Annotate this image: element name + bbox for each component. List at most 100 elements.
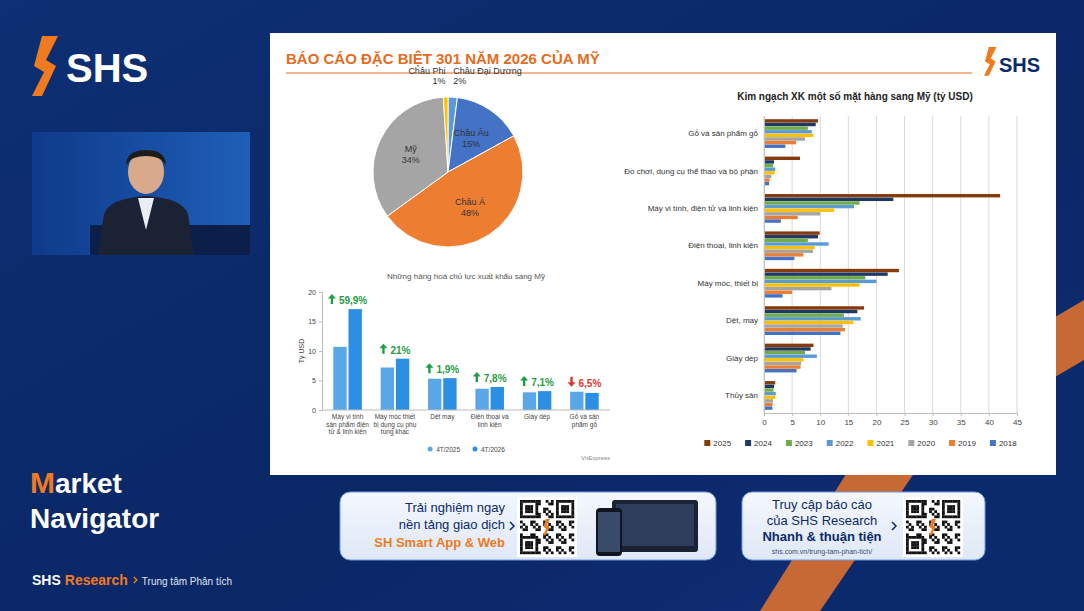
- tick: 15: [308, 318, 322, 325]
- qr-cell: [919, 500, 922, 503]
- qr-cell: [561, 505, 564, 508]
- device-screen: [616, 504, 694, 546]
- logo-text: SHS: [66, 46, 148, 90]
- axis-line: [319, 293, 323, 411]
- legend-swatch: [428, 447, 433, 452]
- bar: [764, 246, 815, 249]
- qr-cell: [561, 523, 564, 526]
- slice-value: 15%: [462, 139, 480, 149]
- bar: [585, 393, 598, 410]
- legend-swatch: [827, 440, 833, 446]
- qr-cell: [911, 541, 914, 544]
- bar: [764, 388, 774, 391]
- qr-cell: [546, 551, 549, 554]
- qr-cell: [924, 526, 927, 529]
- qr-cell: [548, 515, 551, 518]
- arrow: [510, 522, 514, 530]
- qr-cell: [945, 551, 948, 554]
- banner-text: Truy cập báo cáo: [772, 497, 872, 512]
- qr-cell: [548, 503, 551, 506]
- tick: Máy vi tính, điện tử và linh kiện: [648, 204, 764, 213]
- qr-cell: [924, 513, 927, 516]
- qr-cell: [520, 541, 523, 544]
- qr-cell: [947, 508, 950, 511]
- qr-cell: [520, 533, 523, 536]
- qr-cell: [525, 526, 528, 529]
- qr-cell: [535, 505, 538, 508]
- qr-cell: [942, 510, 945, 513]
- tick-label: 0: [762, 418, 767, 427]
- grid-line: [932, 116, 933, 413]
- qr-cell: [556, 505, 559, 508]
- qr-cell: [551, 541, 554, 544]
- qr-cell: [921, 510, 924, 513]
- tick-mark: [319, 351, 322, 352]
- qr-cell: [942, 505, 945, 508]
- qr-cell: [911, 505, 914, 508]
- show-title: Navigator: [30, 503, 159, 534]
- qr-cell: [942, 523, 945, 526]
- qr-cell: [942, 500, 945, 503]
- bar: [764, 381, 775, 384]
- qr-cell: [538, 541, 541, 544]
- qr-cell: [937, 528, 940, 531]
- bar: [348, 309, 361, 410]
- qr-cell: [525, 508, 528, 511]
- bar: [764, 347, 811, 350]
- qr-cell: [564, 539, 567, 542]
- qr-cell: [535, 523, 538, 526]
- category-label: Thủy sản: [725, 391, 758, 400]
- axis-title: Tỷ USD: [298, 339, 306, 364]
- qr-cell: [921, 536, 924, 539]
- category-label: Điện thoại vàlinh kiện: [471, 413, 509, 428]
- bar: [764, 332, 840, 335]
- tick: 0: [312, 407, 322, 414]
- tick-label: 20: [308, 289, 316, 296]
- qr-cell: [919, 526, 922, 529]
- qr-cell: [520, 539, 523, 542]
- qr-cell: [950, 539, 953, 542]
- qr-cell: [571, 505, 574, 508]
- x-axis: 051015202530354045: [762, 413, 1022, 427]
- bar: [764, 365, 801, 368]
- qr-cell: [569, 536, 572, 539]
- qr-cell: [538, 500, 541, 503]
- grid-line: [820, 116, 821, 413]
- qr-cell: [520, 546, 523, 549]
- qr-cell: [520, 521, 523, 524]
- qr-cell: [947, 549, 950, 552]
- bar: [764, 212, 820, 215]
- qr-cell: [564, 551, 567, 554]
- qr-cell: [929, 536, 932, 539]
- qr-cell: [914, 541, 917, 544]
- bar: [764, 344, 813, 347]
- qr-cell: [525, 536, 528, 539]
- qr-cell: [523, 500, 526, 503]
- logo-icon: [984, 47, 996, 76]
- qr-cell: [528, 508, 531, 511]
- qr-cell: [546, 513, 549, 516]
- tick: Điện thoại, linh kiện: [688, 241, 764, 250]
- slice-label: Châu Đại Dương: [453, 66, 521, 76]
- qr-cell: [934, 549, 937, 552]
- qr-cell: [914, 546, 917, 549]
- bar: [764, 287, 831, 290]
- tick-label: 5: [312, 377, 316, 384]
- qr-cell: [520, 505, 523, 508]
- bar: [764, 205, 854, 208]
- qr-cell: [952, 505, 955, 508]
- qr-cell: [911, 500, 914, 503]
- qr-cell: [569, 546, 572, 549]
- qr-cell: [957, 551, 960, 554]
- qr-cell: [955, 500, 958, 503]
- qr-cell: [533, 515, 536, 518]
- tick: 5: [790, 413, 795, 427]
- qr-cell: [525, 546, 528, 549]
- tick-mark: [905, 413, 906, 416]
- qr-cell: [957, 533, 960, 536]
- qr-cell: [916, 521, 919, 524]
- qr-cell: [525, 500, 528, 503]
- pie-slice: [373, 97, 448, 216]
- qr-cell: [523, 515, 526, 518]
- qr-cell: [548, 523, 551, 526]
